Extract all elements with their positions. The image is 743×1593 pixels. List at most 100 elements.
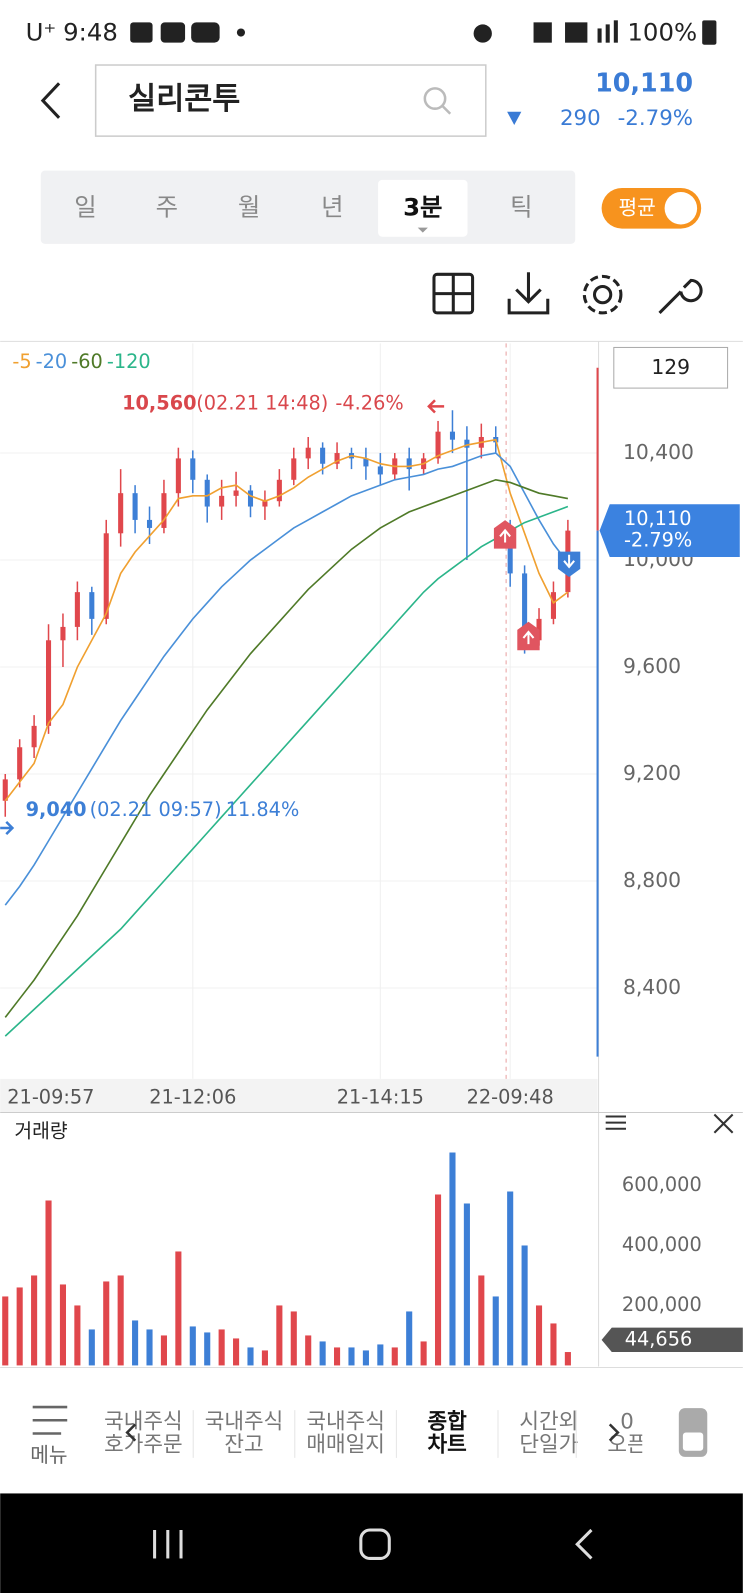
x-axis-band (0, 1078, 598, 1113)
annotation-change: 11.84% (226, 798, 300, 821)
nav-item[interactable]: 차트 (428, 1433, 467, 1458)
system-buttons[interactable] (153, 1528, 593, 1560)
candle-body (175, 458, 181, 494)
nav-next[interactable] (608, 1423, 620, 1442)
period-tab[interactable]: 월 (238, 192, 260, 221)
x-tick-label: 21-12:06 (149, 1086, 236, 1109)
selected-tab (378, 179, 468, 237)
layout-icon[interactable] (432, 272, 475, 315)
candle-body (60, 626, 66, 641)
status-icons (130, 20, 717, 45)
volume-bar (391, 1347, 398, 1366)
period-tab[interactable]: 3분 (403, 192, 442, 221)
nav-item[interactable]: 국내주식 (104, 1409, 183, 1434)
candle-body (204, 479, 210, 507)
candle-body (132, 493, 138, 520)
volume-bar (550, 1323, 557, 1366)
close-icon[interactable] (713, 1113, 734, 1134)
nav-item[interactable]: 0 (620, 1409, 634, 1434)
search-box[interactable] (94, 64, 487, 137)
volume-bar (305, 1335, 312, 1366)
candle-body (190, 458, 196, 480)
legend-entry: -120 (107, 350, 151, 373)
candle-body (435, 431, 441, 459)
clock: 9:48 (63, 18, 118, 47)
price-change-pct: -2.79% (618, 106, 693, 131)
period-tab[interactable]: 주 (156, 192, 178, 221)
volume-bar (175, 1251, 182, 1366)
candle-body (247, 490, 254, 507)
volume-menu-icon[interactable] (605, 1115, 626, 1130)
price-chart: 8,4008,8009,2009,60010,00010,40021-09:57… (0, 343, 740, 1109)
price-tag-value: 10,110 (624, 507, 692, 530)
toggle-knob (664, 192, 698, 225)
nav-item[interactable]: 호가주문 (104, 1433, 183, 1458)
volume-bar (189, 1326, 196, 1366)
phone-icon[interactable] (678, 1408, 708, 1457)
plot-area (2, 410, 571, 1037)
nav-item[interactable]: 국내주식 (306, 1409, 385, 1434)
nav-prev[interactable] (125, 1423, 137, 1442)
annotation-time: (02.21 09:57) (90, 798, 222, 821)
volume-bar (492, 1296, 499, 1366)
volume-bar (535, 1305, 543, 1366)
volume-bar (449, 1152, 456, 1366)
candle-body (74, 592, 80, 627)
period-tab[interactable]: 일 (74, 192, 96, 221)
candle-body (507, 533, 513, 574)
annotation-change: -4.26% (335, 392, 403, 415)
x-tick-label: 21-14:15 (337, 1086, 424, 1109)
volume-bar (406, 1311, 413, 1366)
candle-body (276, 479, 282, 502)
candle-body (449, 431, 456, 440)
ma-line (4, 505, 569, 1037)
volume-bar (103, 1281, 110, 1366)
candle-body (406, 458, 412, 470)
price: 10,110 (595, 67, 693, 97)
volume-bar (434, 1194, 442, 1366)
nav-item[interactable]: 국내주식 (205, 1409, 284, 1434)
candle-body (291, 458, 297, 480)
nav-item[interactable]: 잔고 (224, 1433, 263, 1458)
volume-bar (276, 1305, 283, 1366)
y-tick-label: 8,400 (623, 975, 681, 999)
volume-bar (132, 1320, 139, 1366)
bottom-nav (0, 1367, 743, 1494)
price-tag-change: -2.79% (624, 528, 692, 551)
candle-body (464, 439, 470, 448)
volume-tag (601, 1327, 743, 1353)
settings-icon[interactable] (582, 274, 623, 315)
count-box[interactable] (613, 346, 729, 389)
tool-icons (432, 272, 703, 315)
signal-markers (0, 399, 581, 835)
tool-icon[interactable] (658, 278, 703, 314)
back-button[interactable] (40, 82, 61, 119)
period-tab[interactable]: 틱 (510, 192, 532, 221)
annotation-value: 9,040 (26, 798, 87, 821)
nav-item[interactable]: 시간외 (519, 1409, 578, 1434)
menu-icon[interactable] (32, 1405, 68, 1435)
volume-bar (261, 1350, 268, 1366)
search-icon[interactable] (423, 87, 452, 115)
candle-body (89, 592, 95, 619)
nav-item[interactable]: 단일가 (519, 1433, 578, 1458)
candle-body (146, 519, 153, 528)
volume-bar (521, 1245, 528, 1366)
volume-chart: 200,000 400,000 600,000 44,656 (2, 1152, 743, 1366)
carrier: U⁺ (26, 18, 57, 47)
download-icon[interactable] (507, 272, 550, 315)
y-tick-label: 10,400 (623, 440, 694, 464)
period-tab[interactable]: 년 (321, 192, 343, 221)
volume-tick-label: 200,000 (622, 1293, 702, 1316)
menu-label: 메뉴 (30, 1443, 67, 1467)
volume-bar (334, 1347, 341, 1366)
candle-body (550, 592, 556, 619)
volume-bar (362, 1350, 369, 1366)
nav-item[interactable]: 매매일지 (306, 1433, 385, 1458)
nav-item[interactable]: 종합 (428, 1409, 468, 1434)
volume-bar (117, 1275, 124, 1366)
legend-entry: -5 (12, 350, 31, 373)
